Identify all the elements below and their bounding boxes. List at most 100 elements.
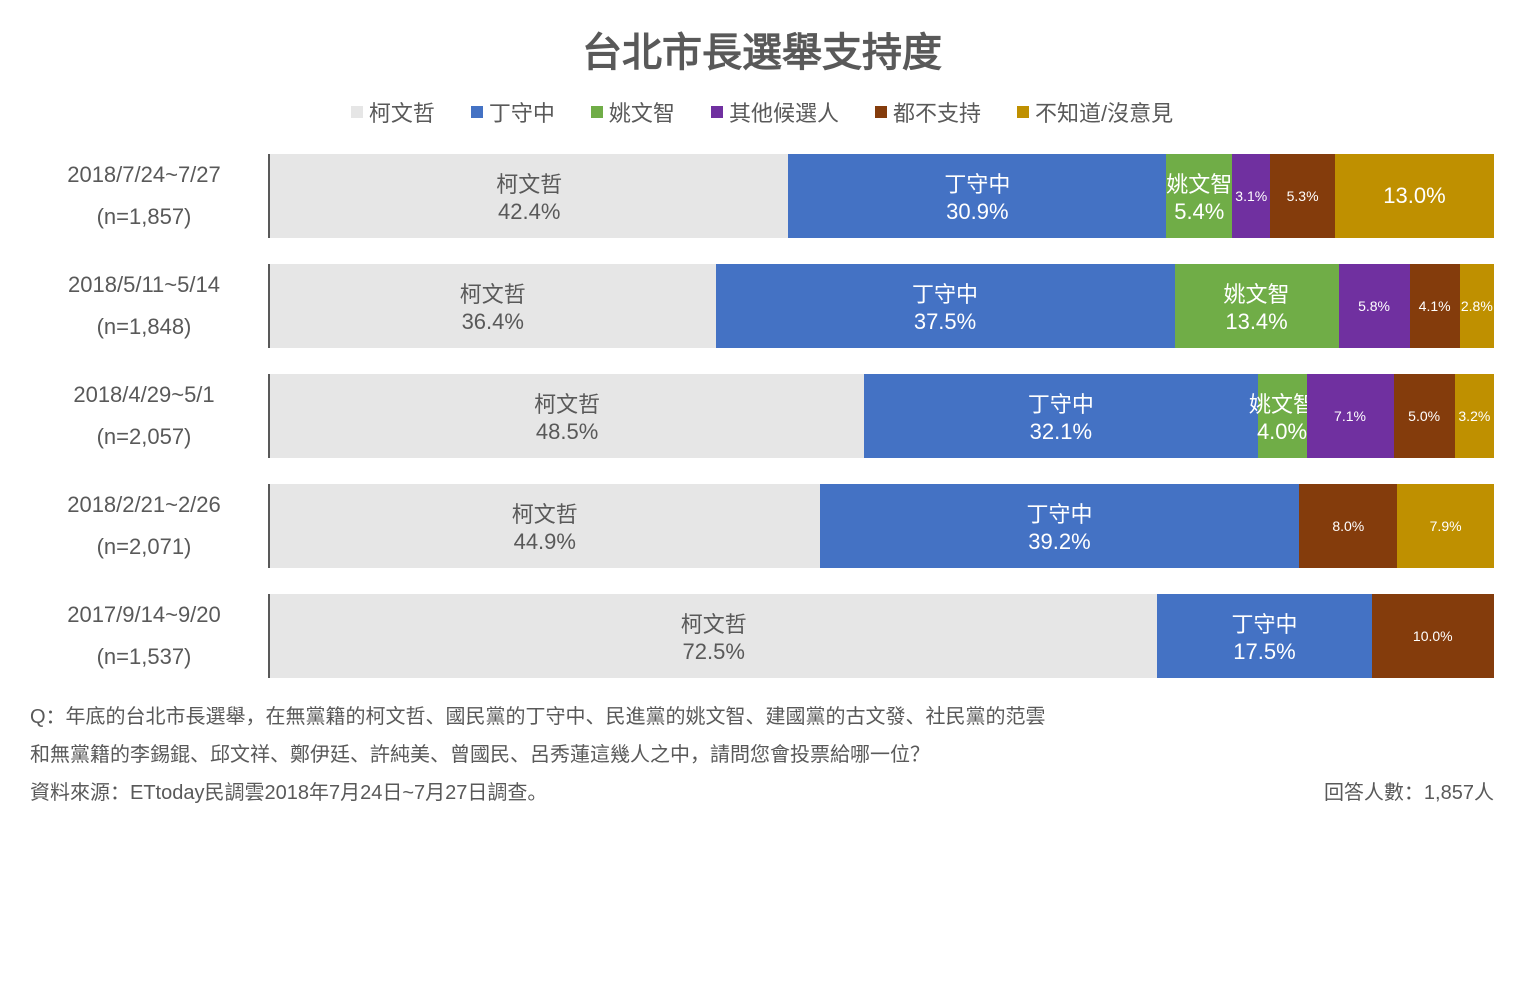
- legend-label: 其他候選人: [729, 96, 839, 128]
- legend-swatch: [591, 106, 603, 118]
- question-line-2: 和無黨籍的李錫錕、邱文祥、鄭伊廷、許純美、曾國民、呂秀蓮這幾人之中，請問您會投票…: [30, 736, 1494, 774]
- chart-row: 2018/5/11~5/14(n=1,848)柯文哲36.4%丁守中37.5%姚…: [30, 264, 1494, 348]
- row-n: (n=2,057): [30, 416, 258, 458]
- bar-segment: 丁守中17.5%: [1157, 594, 1371, 678]
- chart-row: 2017/9/14~9/20(n=1,537) 柯文哲72.5% 丁守中17.5% 1…: [30, 594, 1494, 678]
- bar-segment: 4.1%: [1410, 264, 1460, 348]
- segment-pct: 4.1%: [1419, 298, 1451, 314]
- segment-pct: 13.4%: [1225, 309, 1287, 335]
- segment-pct: 13.0%: [1383, 183, 1445, 209]
- legend-label: 柯文哲: [369, 96, 435, 128]
- segment-pct: 7.9%: [1430, 518, 1462, 534]
- respondents-count: 回答人數：1,857人: [1324, 774, 1494, 812]
- row-n: (n=1,848): [30, 306, 258, 348]
- segment-name: 丁守中: [1026, 497, 1092, 529]
- row-n: (n=1,857): [30, 196, 258, 238]
- chart-row: 2018/7/24~7/27(n=1,857)柯文哲42.4%丁守中30.9%姚…: [30, 154, 1494, 238]
- footer: Q：年底的台北市長選舉，在無黨籍的柯文哲、國民黨的丁守中、民進黨的姚文智、建國黨…: [30, 698, 1494, 812]
- segment-pct: 39.2%: [1028, 529, 1090, 555]
- legend: 柯文哲 丁守中 姚文智 其他候選人 都不支持 不知道/沒意見: [30, 96, 1494, 128]
- segment-pct: 42.4%: [498, 199, 560, 225]
- segment-pct: 8.0%: [1332, 518, 1364, 534]
- row-date: 2018/5/11~5/14: [30, 264, 258, 306]
- row-label: 2018/7/24~7/27(n=1,857): [30, 154, 270, 238]
- segment-name: 姚文智: [1249, 387, 1315, 419]
- segment-pct: 44.9%: [514, 529, 576, 555]
- chart-row: 2018/2/21~2/26(n=2,071)柯文哲44.9%丁守中39.2%8…: [30, 484, 1494, 568]
- legend-item: 不知道/沒意見: [1017, 96, 1173, 128]
- bar-segment: 3.1%: [1232, 154, 1270, 238]
- bar-segment: 7.9%: [1397, 484, 1494, 568]
- segment-pct: 36.4%: [462, 309, 524, 335]
- legend-swatch: [711, 106, 723, 118]
- segment-pct: 3.2%: [1458, 408, 1490, 424]
- row-n: (n=2,071): [30, 526, 258, 568]
- bar-track: 柯文哲44.9%丁守中39.2%8.0%7.9%: [270, 484, 1494, 568]
- legend-item: 都不支持: [875, 96, 981, 128]
- bar-track: 柯文哲72.5% 丁守中17.5% 10.0%: [270, 594, 1494, 678]
- segment-name: 丁守中: [1028, 387, 1094, 419]
- segment-pct: 37.5%: [914, 309, 976, 335]
- row-label: 2017/9/14~9/20(n=1,537): [30, 594, 270, 678]
- row-label: 2018/2/21~2/26(n=2,071): [30, 484, 270, 568]
- row-label: 2018/4/29~5/1(n=2,057): [30, 374, 270, 458]
- segment-name: 柯文哲: [534, 387, 600, 419]
- segment-pct: 7.1%: [1334, 408, 1366, 424]
- bar-segment: 丁守中32.1%: [864, 374, 1257, 458]
- legend-item: 丁守中: [471, 96, 555, 128]
- bar-segment: 柯文哲48.5%: [270, 374, 864, 458]
- bar-segment: 3.2%: [1455, 374, 1494, 458]
- legend-label: 姚文智: [609, 96, 675, 128]
- legend-item: 柯文哲: [351, 96, 435, 128]
- bar-segment: 丁守中37.5%: [716, 264, 1175, 348]
- source-line: 資料來源：ETtoday民調雲2018年7月24日~7月27日調查。: [30, 774, 547, 812]
- segment-name: 丁守中: [912, 277, 978, 309]
- bar-track: 柯文哲42.4%丁守中30.9%姚文智5.4%3.1%5.3%13.0%: [270, 154, 1494, 238]
- segment-name: 姚文智: [1166, 167, 1232, 199]
- segment-name: 柯文哲: [681, 607, 747, 639]
- segment-name: 丁守中: [1231, 607, 1297, 639]
- row-date: 2018/2/21~2/26: [30, 484, 258, 526]
- segment-pct: 72.5%: [683, 639, 745, 665]
- segment-name: 柯文哲: [512, 497, 578, 529]
- bar-segment: 丁守中30.9%: [788, 154, 1166, 238]
- segment-pct: 2.8%: [1461, 298, 1493, 314]
- row-date: 2018/4/29~5/1: [30, 374, 258, 416]
- segment-pct: 30.9%: [946, 199, 1008, 225]
- bar-segment: 5.3%: [1270, 154, 1335, 238]
- bar-segment: 7.1%: [1307, 374, 1394, 458]
- segment-name: 柯文哲: [460, 277, 526, 309]
- legend-swatch: [875, 106, 887, 118]
- segment-name: 姚文智: [1224, 277, 1290, 309]
- segment-name: 柯文哲: [496, 167, 562, 199]
- chart-title: 台北市長選舉支持度: [30, 20, 1494, 78]
- row-date: 2018/7/24~7/27: [30, 154, 258, 196]
- segment-pct: 3.1%: [1235, 188, 1267, 204]
- legend-swatch: [471, 106, 483, 118]
- bar-segment: 柯文哲44.9%: [270, 484, 820, 568]
- bar-segment: 柯文哲36.4%: [270, 264, 716, 348]
- legend-item: 其他候選人: [711, 96, 839, 128]
- bar-segment: 丁守中39.2%: [820, 484, 1300, 568]
- legend-label: 不知道/沒意見: [1035, 96, 1173, 128]
- segment-pct: 5.3%: [1287, 188, 1319, 204]
- bar-segment: 姚文智4.0%: [1258, 374, 1307, 458]
- bar-segment: 5.0%: [1394, 374, 1455, 458]
- legend-swatch: [351, 106, 363, 118]
- bar-segment: 姚文智5.4%: [1166, 154, 1232, 238]
- chart-row: 2018/4/29~5/1(n=2,057)柯文哲48.5%丁守中32.1%姚文…: [30, 374, 1494, 458]
- bar-track: 柯文哲48.5%丁守中32.1%姚文智4.0%7.1%5.0%3.2%: [270, 374, 1494, 458]
- bar-segment: 10.0%: [1372, 594, 1494, 678]
- segment-name: 丁守中: [944, 167, 1010, 199]
- chart-area: 2018/7/24~7/27(n=1,857)柯文哲42.4%丁守中30.9%姚…: [30, 154, 1494, 678]
- question-line-1: Q：年底的台北市長選舉，在無黨籍的柯文哲、國民黨的丁守中、民進黨的姚文智、建國黨…: [30, 698, 1494, 736]
- segment-pct: 5.8%: [1358, 298, 1390, 314]
- segment-pct: 10.0%: [1413, 628, 1453, 644]
- bar-segment: 5.8%: [1339, 264, 1410, 348]
- legend-swatch: [1017, 106, 1029, 118]
- legend-label: 都不支持: [893, 96, 981, 128]
- bar-segment: 8.0%: [1299, 484, 1397, 568]
- segment-pct: 4.0%: [1257, 419, 1307, 445]
- segment-pct: 32.1%: [1030, 419, 1092, 445]
- bar-segment: 13.0%: [1335, 154, 1494, 238]
